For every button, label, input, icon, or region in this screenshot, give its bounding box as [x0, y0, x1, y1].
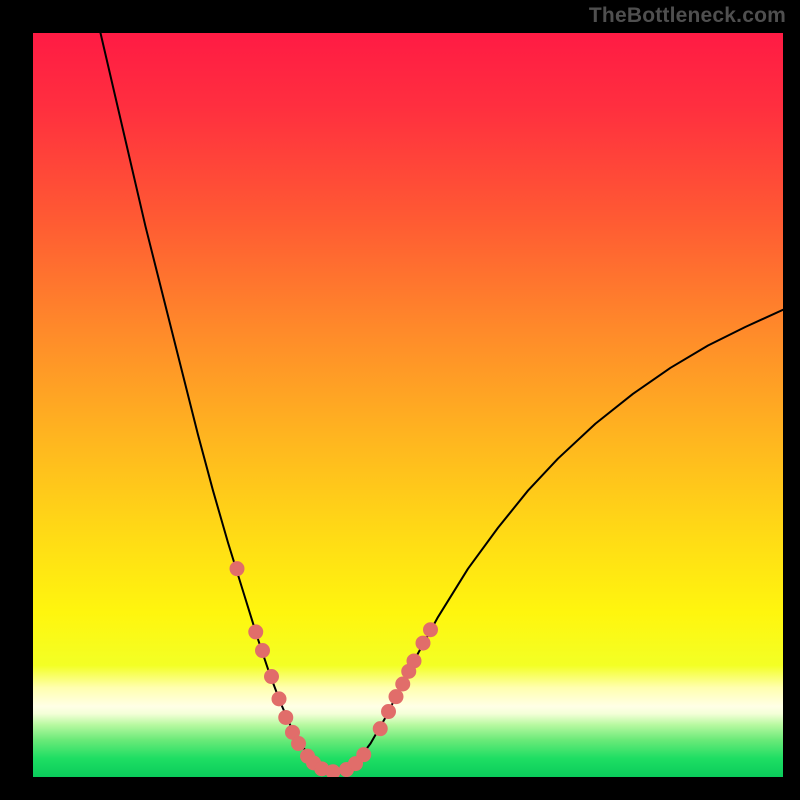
curve-marker [396, 677, 410, 691]
curve-marker [279, 710, 293, 724]
curve-marker [407, 654, 421, 668]
watermark-text: TheBottleneck.com [589, 4, 786, 28]
curve-marker [249, 625, 263, 639]
curve-marker [424, 623, 438, 637]
curve-marker [256, 644, 270, 658]
curve-marker [389, 690, 403, 704]
plot-area [33, 33, 783, 777]
curve-marker [272, 692, 286, 706]
chart-root: TheBottleneck.com [0, 0, 800, 800]
plot-svg [33, 33, 783, 777]
curve-marker [292, 737, 306, 751]
curve-marker [357, 748, 371, 762]
curve-marker [373, 722, 387, 736]
curve-marker [416, 636, 430, 650]
curve-marker [265, 670, 279, 684]
curve-marker [382, 705, 396, 719]
curve-marker [326, 765, 340, 777]
curve-marker [230, 562, 244, 576]
